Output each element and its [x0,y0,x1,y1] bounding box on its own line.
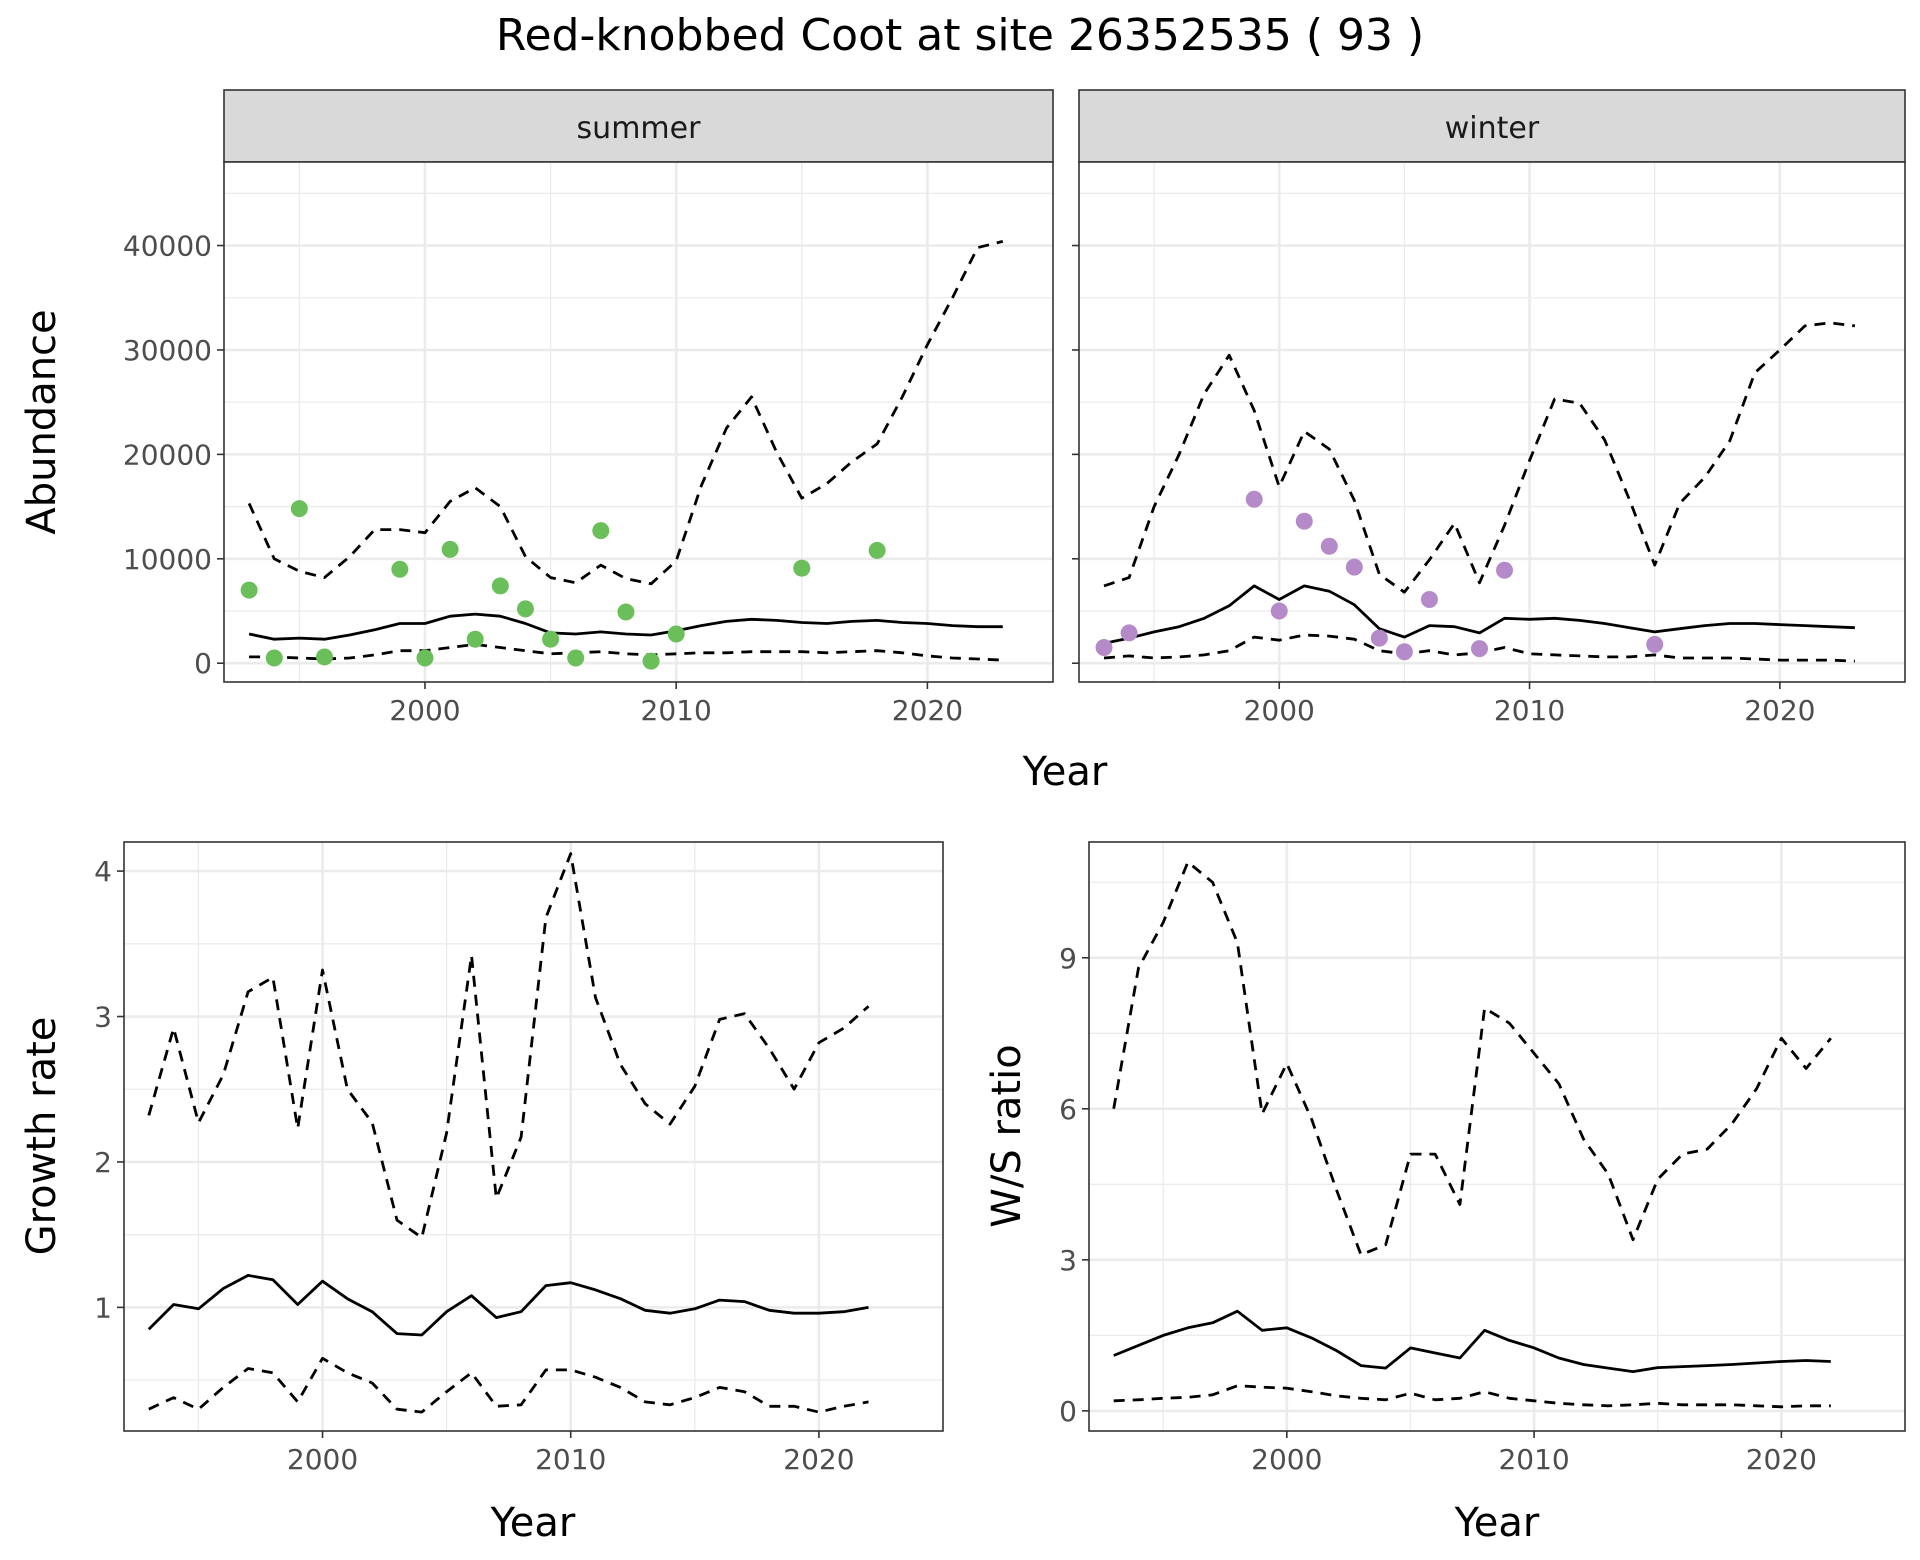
summer-median-line [248,612,1003,641]
summer-data-point [290,500,308,518]
winter-x-tick-label: 2020 [1744,694,1815,727]
summer-upper-bound-line [247,240,1004,586]
facet-strip-summer [223,89,1054,163]
summer-plot-background [224,162,1053,682]
winter-data-point [1270,602,1288,620]
summer-data-point [466,630,484,648]
summer-data-point [516,600,534,618]
summer-x-tick-label: 2000 [389,694,460,727]
facet-label-summer: summer [577,111,702,146]
abundance-y-axis-title: Abundance [19,309,65,534]
ratio-plot-background [1089,842,1905,1431]
summer-data-point [265,649,283,667]
summer-data-point [592,522,610,540]
ratio-y-tick-label: 3 [1059,1244,1077,1277]
ratio-x-tick-label: 2020 [1746,1443,1817,1476]
winter-data-point [1295,512,1313,530]
summer-data-point [491,577,509,595]
winter-data-point [1245,490,1263,508]
summer-data-point [315,648,333,666]
ratio-y-axis-title: W/S ratio [984,1044,1030,1227]
winter-data-point [1395,643,1413,661]
winter-data-point [1320,537,1338,555]
growth-median-line [147,1274,869,1337]
winter-data-point [1095,639,1113,657]
winter-data-point [1646,635,1664,653]
abundance-chart: summer winter 2000 2010 2020 0 10000 20000 30000… [19,89,1906,795]
summer-data-point [793,559,811,577]
growth-lower-bound-line [148,1356,869,1414]
summer-data-point [567,649,585,667]
summer-data-point [441,540,459,558]
winter-plot-background [1079,162,1905,682]
figure-title: Red-knobbed Coot at site 26352535 ( 93 ) [496,10,1424,61]
summer-data-point [542,630,560,648]
growth-upper-bound-line [147,852,870,1239]
winter-data-point [1420,591,1438,609]
summer-data-point [416,649,434,667]
summer-lower-bound-line [249,643,1003,662]
ratio-y-tick-label: 6 [1059,1093,1077,1126]
ratio-panel-border [1088,841,1906,1432]
ratio-upper-bound-line [1112,860,1832,1257]
growth-y-tick-label: 3 [94,1001,112,1034]
growth-rate-chart: 2000 2010 2020 1 2 3 4 Year Growth rate [19,841,944,1546]
ratio-x-tick-label: 2010 [1498,1443,1569,1476]
summer-data-point [667,625,685,643]
facet-strip-winter [1078,89,1906,163]
summer-y-tick-label: 10000 [123,543,212,576]
growth-x-tick-label: 2000 [287,1443,358,1476]
summer-y-tick-label: 20000 [123,438,212,471]
ratio-x-tick-label: 2000 [1251,1443,1322,1476]
abundance-x-axis-title: Year [1022,749,1108,795]
winter-x-tick-label: 2010 [1494,694,1565,727]
summer-y-tick-label: 0 [194,647,212,680]
winter-upper-bound-line [1103,321,1856,594]
ratio-median-line [1113,1309,1831,1373]
summer-data-point [868,541,886,559]
summer-x-tick-label: 2020 [892,694,963,727]
growth-x-axis-title: Year [490,1500,576,1546]
summer-y-tick-label: 40000 [123,230,212,263]
winter-data-point [1120,624,1138,642]
growth-x-tick-label: 2020 [783,1443,854,1476]
growth-y-tick-label: 1 [94,1291,112,1324]
summer-data-point [391,560,409,578]
facet-label-winter: winter [1445,111,1540,146]
winter-data-point [1370,629,1388,647]
growth-y-tick-label: 2 [94,1146,112,1179]
summer-data-point [642,652,660,670]
winter-data-point [1345,558,1363,576]
summer-panel-border [223,161,1054,683]
winter-data-point [1496,561,1514,579]
growth-y-tick-label: 4 [94,855,112,888]
growth-y-axis-title: Growth rate [19,1017,65,1256]
summer-data-point [240,581,258,599]
ratio-y-tick-label: 0 [1059,1395,1077,1428]
growth-panel-border [123,841,944,1432]
ratio-y-tick-label: 9 [1059,942,1077,975]
summer-data-point [617,603,635,621]
growth-x-tick-label: 2010 [535,1443,606,1476]
growth-plot-background [124,842,943,1431]
summer-y-tick-label: 30000 [123,334,212,367]
winter-x-tick-label: 2000 [1244,694,1315,727]
winter-panel-border [1078,161,1906,683]
ratio-x-axis-title: Year [1454,1500,1540,1546]
ratio-lower-bound-line [1113,1384,1831,1409]
summer-x-tick-label: 2010 [641,694,712,727]
winter-data-point [1470,640,1488,658]
winter-median-line [1103,584,1855,645]
ws-ratio-chart: 2000 2010 2020 0 3 6 9 Year W/S ratio [984,841,1906,1546]
